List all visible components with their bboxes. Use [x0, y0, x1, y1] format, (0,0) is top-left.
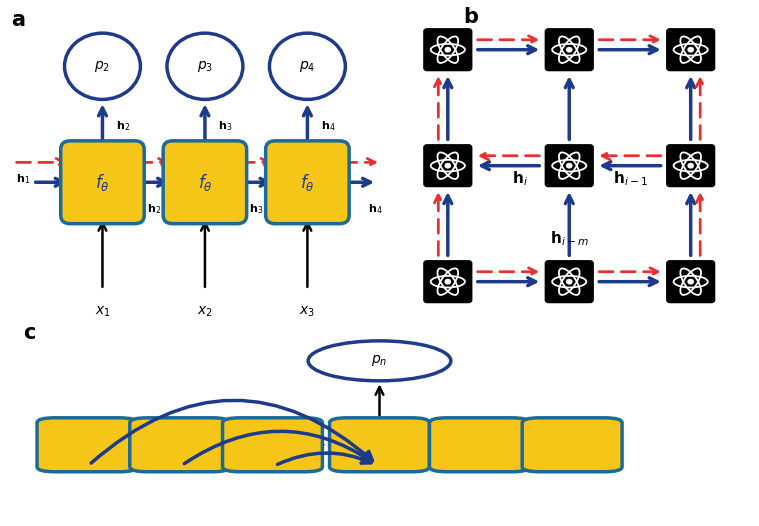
- FancyArrowPatch shape: [444, 80, 452, 139]
- FancyBboxPatch shape: [430, 418, 529, 472]
- FancyArrowPatch shape: [304, 108, 311, 145]
- Circle shape: [566, 47, 572, 53]
- Circle shape: [688, 279, 694, 285]
- FancyBboxPatch shape: [61, 141, 144, 224]
- FancyBboxPatch shape: [666, 145, 715, 187]
- FancyArrowPatch shape: [376, 387, 383, 419]
- FancyBboxPatch shape: [329, 418, 430, 472]
- FancyArrowPatch shape: [417, 441, 439, 449]
- FancyBboxPatch shape: [666, 261, 715, 302]
- FancyArrowPatch shape: [343, 178, 370, 186]
- FancyArrowPatch shape: [599, 36, 658, 44]
- Circle shape: [269, 33, 345, 99]
- FancyArrowPatch shape: [304, 223, 311, 287]
- FancyArrowPatch shape: [599, 278, 657, 286]
- FancyBboxPatch shape: [545, 261, 594, 302]
- FancyArrowPatch shape: [565, 196, 573, 256]
- FancyArrowPatch shape: [241, 158, 269, 166]
- FancyArrowPatch shape: [138, 178, 165, 186]
- Text: a: a: [11, 10, 25, 30]
- Circle shape: [566, 279, 572, 285]
- Text: $x_3$: $x_3$: [299, 305, 316, 319]
- Text: $p_2$: $p_2$: [94, 59, 111, 74]
- FancyBboxPatch shape: [222, 418, 323, 472]
- FancyArrowPatch shape: [343, 158, 375, 166]
- Circle shape: [445, 47, 451, 53]
- FancyArrowPatch shape: [434, 79, 442, 139]
- FancyArrowPatch shape: [278, 453, 371, 464]
- FancyArrowPatch shape: [99, 108, 106, 145]
- Text: $p_4$: $p_4$: [299, 59, 316, 74]
- Text: $f_\theta$: $f_\theta$: [197, 172, 213, 193]
- Text: $\mathbf{h}_1$: $\mathbf{h}_1$: [16, 172, 30, 186]
- Text: $\mathbf{h}_{i-m}$: $\mathbf{h}_{i-m}$: [550, 229, 589, 248]
- FancyArrowPatch shape: [17, 158, 64, 166]
- FancyBboxPatch shape: [522, 418, 622, 472]
- Circle shape: [688, 47, 694, 53]
- Text: $\mathbf{h}_3$: $\mathbf{h}_3$: [219, 119, 232, 133]
- Circle shape: [688, 163, 694, 169]
- FancyArrowPatch shape: [696, 195, 704, 256]
- FancyBboxPatch shape: [545, 145, 594, 187]
- Text: $x_1$: $x_1$: [95, 305, 110, 319]
- FancyArrowPatch shape: [310, 441, 339, 449]
- FancyBboxPatch shape: [424, 261, 472, 302]
- Text: c: c: [23, 323, 35, 343]
- FancyBboxPatch shape: [266, 141, 349, 224]
- FancyArrowPatch shape: [444, 196, 452, 256]
- FancyArrowPatch shape: [565, 80, 573, 139]
- FancyArrowPatch shape: [184, 431, 372, 463]
- Text: $\mathbf{h}_2$: $\mathbf{h}_2$: [116, 119, 130, 133]
- FancyArrowPatch shape: [138, 158, 166, 166]
- FancyArrowPatch shape: [687, 80, 694, 139]
- Text: $\mathbf{h}_{i-1}$: $\mathbf{h}_{i-1}$: [613, 169, 647, 188]
- Text: $f_\theta$: $f_\theta$: [95, 172, 110, 193]
- Text: $x_2$: $x_2$: [197, 305, 213, 319]
- FancyArrowPatch shape: [434, 195, 442, 256]
- FancyArrowPatch shape: [480, 152, 540, 159]
- FancyArrowPatch shape: [603, 162, 661, 169]
- FancyArrowPatch shape: [241, 178, 268, 186]
- Text: $\mathbf{h}_4$: $\mathbf{h}_4$: [368, 202, 383, 216]
- FancyArrowPatch shape: [687, 196, 694, 256]
- FancyArrowPatch shape: [217, 441, 232, 449]
- Circle shape: [566, 163, 572, 169]
- FancyArrowPatch shape: [124, 441, 140, 449]
- FancyArrowPatch shape: [91, 400, 373, 463]
- FancyBboxPatch shape: [666, 29, 715, 70]
- FancyArrowPatch shape: [201, 223, 209, 287]
- FancyArrowPatch shape: [99, 223, 106, 287]
- Text: $f_\theta$: $f_\theta$: [300, 172, 315, 193]
- FancyArrowPatch shape: [477, 36, 537, 44]
- Text: $p_n$: $p_n$: [371, 353, 388, 368]
- Circle shape: [445, 163, 451, 169]
- Text: $\mathbf{h}_3$: $\mathbf{h}_3$: [249, 202, 263, 216]
- FancyArrowPatch shape: [696, 79, 704, 139]
- FancyArrowPatch shape: [201, 108, 209, 145]
- FancyArrowPatch shape: [516, 441, 532, 449]
- Text: $\mathbf{h}_2$: $\mathbf{h}_2$: [146, 202, 161, 216]
- FancyArrowPatch shape: [599, 268, 658, 276]
- Circle shape: [167, 33, 243, 99]
- FancyBboxPatch shape: [545, 29, 594, 70]
- FancyBboxPatch shape: [424, 29, 472, 70]
- Text: $\mathbf{h}_4$: $\mathbf{h}_4$: [321, 119, 335, 133]
- FancyArrowPatch shape: [481, 162, 540, 169]
- FancyArrowPatch shape: [602, 152, 661, 159]
- Text: $p_3$: $p_3$: [197, 59, 213, 74]
- FancyArrowPatch shape: [477, 278, 536, 286]
- Text: $\mathbf{h}_i$: $\mathbf{h}_i$: [512, 169, 528, 188]
- FancyArrowPatch shape: [36, 178, 63, 186]
- FancyArrowPatch shape: [599, 46, 657, 54]
- FancyBboxPatch shape: [163, 141, 247, 224]
- FancyBboxPatch shape: [130, 418, 230, 472]
- Circle shape: [445, 279, 451, 285]
- Circle shape: [65, 33, 140, 99]
- FancyArrowPatch shape: [477, 268, 537, 276]
- FancyBboxPatch shape: [424, 145, 472, 187]
- FancyBboxPatch shape: [37, 418, 137, 472]
- FancyArrowPatch shape: [477, 46, 536, 54]
- Circle shape: [308, 341, 451, 381]
- Text: b: b: [463, 7, 478, 27]
